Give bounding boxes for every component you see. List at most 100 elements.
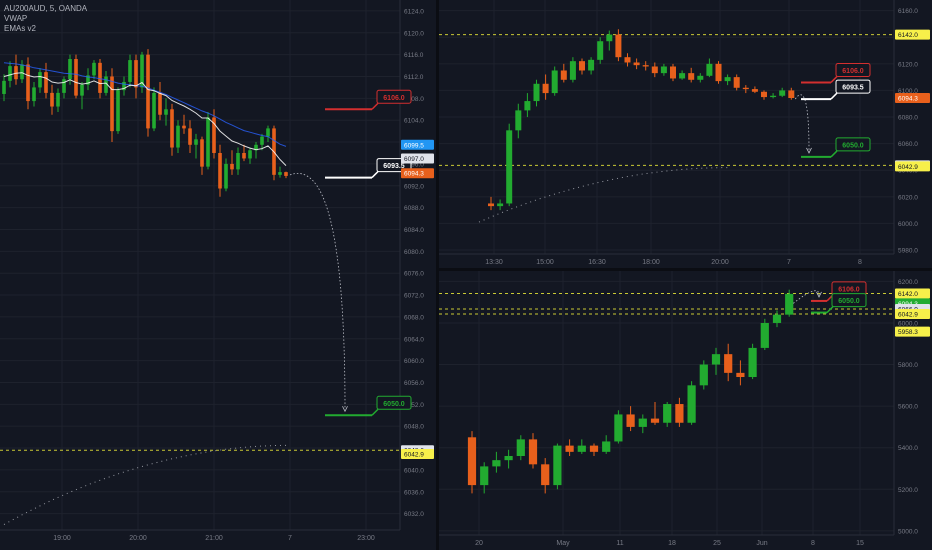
target-label-box[interactable] — [376, 395, 412, 410]
candle-body[interactable] — [626, 414, 635, 427]
price-badge[interactable] — [895, 29, 930, 40]
candle-body[interactable] — [176, 125, 180, 148]
candle-body[interactable] — [26, 64, 30, 102]
candle-body[interactable] — [663, 404, 672, 423]
candle-body[interactable] — [254, 144, 258, 151]
candle-body[interactable] — [122, 81, 126, 91]
candle-body[interactable] — [687, 385, 696, 423]
candle-body[interactable] — [80, 84, 84, 96]
candle-body[interactable] — [615, 34, 622, 58]
candle-body[interactable] — [606, 34, 613, 42]
candle-body[interactable] — [724, 354, 733, 373]
candle-body[interactable] — [711, 354, 721, 365]
candle-body[interactable] — [569, 61, 576, 80]
candle-body[interactable] — [579, 61, 585, 71]
candle-body[interactable] — [565, 445, 574, 452]
candle-body[interactable] — [679, 73, 686, 79]
candle-body[interactable] — [140, 54, 144, 88]
candle-body[interactable] — [194, 139, 198, 145]
candle-body[interactable] — [98, 62, 102, 93]
candle-body[interactable] — [633, 62, 640, 66]
candle-body[interactable] — [56, 92, 60, 107]
candle-body[interactable] — [516, 439, 525, 457]
candle-body[interactable] — [651, 66, 658, 74]
candle-body[interactable] — [597, 41, 604, 60]
target-label-box[interactable] — [835, 62, 871, 77]
candle-body[interactable] — [779, 90, 786, 96]
price-badge[interactable] — [895, 326, 930, 337]
candle-body[interactable] — [670, 66, 676, 79]
candle-body[interactable] — [541, 464, 550, 486]
candle-body[interactable] — [642, 65, 649, 67]
candle-body[interactable] — [218, 152, 222, 189]
candle-body[interactable] — [248, 150, 252, 159]
candle-body[interactable] — [624, 57, 631, 63]
candle-body[interactable] — [488, 203, 494, 207]
candle-body[interactable] — [528, 439, 538, 465]
target-label-box[interactable] — [835, 79, 871, 94]
left-chart-panel[interactable]: 6032.06036.06040.06044.06048.06052.06056… — [0, 0, 436, 550]
candle-body[interactable] — [675, 404, 684, 423]
bottom-right-chart-panel[interactable]: 5000.0 5200.0 5400.0 5600.0 5800.0 6000.0 6200… — [439, 271, 932, 550]
bottom-right-chart-svg[interactable]: 5000.0 5200.0 5400.0 5600.0 5800.0 6000.0 6200… — [439, 271, 932, 550]
candle-body[interactable] — [551, 70, 558, 94]
candle-body[interactable] — [260, 136, 264, 145]
candle-body[interactable] — [116, 90, 120, 132]
price-badge[interactable] — [401, 139, 434, 150]
candle-body[interactable] — [492, 460, 501, 467]
candle-body[interactable] — [706, 63, 713, 76]
candle-body[interactable] — [212, 117, 216, 153]
candle-body[interactable] — [50, 92, 54, 107]
candle-body[interactable] — [206, 117, 210, 167]
candle-body[interactable] — [638, 418, 647, 427]
left-chart-svg[interactable]: 6032.06036.06040.06044.06048.06052.06056… — [0, 0, 436, 550]
divider-vertical[interactable] — [436, 0, 439, 550]
candle-body[interactable] — [200, 139, 204, 167]
candle-body[interactable] — [577, 445, 586, 452]
top-right-chart-svg[interactable]: 5980.06000.06020.06040.06060.06080.06100… — [439, 0, 932, 268]
candle-body[interactable] — [8, 66, 12, 81]
candle-body[interactable] — [697, 75, 704, 80]
vwap-indicator-label[interactable]: VWAP — [4, 14, 28, 23]
candle-body[interactable] — [770, 95, 777, 98]
candle-body[interactable] — [182, 125, 186, 129]
candle-body[interactable] — [158, 92, 162, 115]
candle-body[interactable] — [760, 322, 769, 348]
candle-body[interactable] — [733, 77, 740, 88]
candle-body[interactable] — [504, 456, 513, 461]
symbol-label[interactable]: AU200AUD, 5, OANDA — [4, 4, 88, 13]
candle-body[interactable] — [751, 89, 758, 92]
candle-body[interactable] — [20, 64, 24, 80]
candle-body[interactable] — [128, 60, 132, 82]
candle-body[interactable] — [533, 83, 540, 102]
projection-arrow[interactable] — [794, 94, 810, 151]
candle-body[interactable] — [748, 347, 757, 378]
candle-body[interactable] — [32, 87, 36, 102]
candle-body[interactable] — [699, 364, 708, 386]
candle-body[interactable] — [785, 293, 794, 315]
price-badge[interactable] — [401, 168, 434, 179]
candle-body[interactable] — [788, 90, 795, 99]
price-badge[interactable] — [895, 161, 930, 172]
price-badge[interactable] — [895, 288, 930, 299]
candle-body[interactable] — [589, 445, 599, 452]
candle-body[interactable] — [480, 466, 489, 486]
candle-body[interactable] — [524, 101, 531, 111]
candle-body[interactable] — [736, 372, 745, 378]
candle-body[interactable] — [224, 163, 228, 189]
candle-body[interactable] — [614, 414, 623, 442]
target-label-box[interactable] — [376, 89, 412, 104]
candle-body[interactable] — [44, 72, 48, 93]
candle-body[interactable] — [170, 109, 174, 148]
candle-body[interactable] — [688, 73, 695, 80]
price-badge[interactable] — [401, 153, 434, 164]
candle-body[interactable] — [92, 62, 96, 76]
candle-body[interactable] — [602, 441, 611, 452]
candle-body[interactable] — [515, 110, 522, 131]
vwap-line[interactable] — [3, 72, 287, 166]
candle-body[interactable] — [188, 128, 192, 145]
candle-body[interactable] — [266, 128, 270, 137]
candle-body[interactable] — [230, 163, 234, 170]
candle-body[interactable] — [724, 77, 731, 82]
divider-horizontal[interactable] — [439, 268, 932, 271]
